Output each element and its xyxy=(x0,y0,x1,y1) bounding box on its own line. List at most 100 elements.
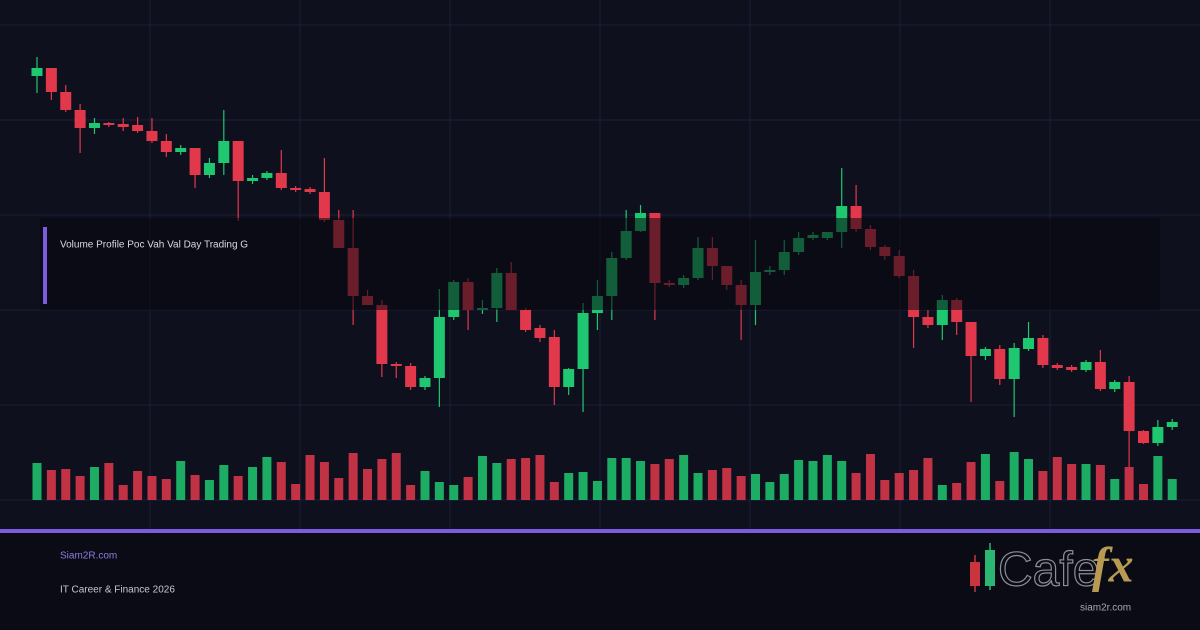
volume-bar xyxy=(722,468,732,500)
volume-bar xyxy=(794,460,804,500)
volume-bar xyxy=(779,474,789,500)
candle-body xyxy=(1123,382,1135,431)
volume-bar xyxy=(176,461,186,500)
volume-bar xyxy=(161,479,171,500)
volume-bar xyxy=(736,476,746,500)
volume-bar xyxy=(262,457,272,500)
volume-bar xyxy=(1095,465,1105,500)
candle-body xyxy=(922,317,934,325)
candle-body xyxy=(965,322,977,356)
candle-body xyxy=(1094,362,1106,389)
banner-title: Volume Profile Poc Vah Val Day Trading G xyxy=(60,240,248,251)
candle-body xyxy=(290,188,302,190)
candle-body xyxy=(275,173,287,188)
candle-body xyxy=(1066,367,1078,370)
volume-bar xyxy=(492,463,502,500)
footer-tagline: IT Career & Finance 2026 xyxy=(60,585,175,596)
logo-icon-candle xyxy=(970,562,980,586)
volume-bar xyxy=(923,458,933,500)
volume-bar xyxy=(1138,484,1148,500)
candle-body xyxy=(304,189,316,192)
candle-body xyxy=(1152,427,1164,443)
volume-bar xyxy=(607,458,617,500)
volume-bar xyxy=(564,473,574,500)
volume-bar xyxy=(248,467,258,500)
candle-body xyxy=(1037,338,1049,365)
volume-bar xyxy=(377,459,387,500)
volume-bar xyxy=(1167,479,1177,500)
volume-bar xyxy=(104,463,114,500)
volume-bar xyxy=(952,483,962,500)
candle-body xyxy=(1023,338,1035,349)
volume-bar xyxy=(865,454,875,500)
candle-body xyxy=(548,337,560,387)
volume-bar xyxy=(966,462,976,500)
volume-bar xyxy=(980,454,990,500)
volume-bar xyxy=(995,481,1005,500)
volume-bar xyxy=(319,462,329,500)
volume-bar xyxy=(765,482,775,500)
candle-body xyxy=(1008,348,1020,379)
volume-bar xyxy=(851,473,861,500)
volume-bar xyxy=(147,476,157,500)
volume-bar xyxy=(1009,452,1019,500)
candle-body xyxy=(577,313,589,369)
volume-bar xyxy=(521,458,531,500)
candle-body xyxy=(189,148,201,175)
candle-body xyxy=(936,300,948,325)
logo-accent: fx xyxy=(1092,536,1134,592)
volume-bar xyxy=(1052,457,1062,500)
volume-bar xyxy=(233,476,243,500)
volume-bar xyxy=(751,474,760,500)
candle-body xyxy=(419,378,431,387)
volume-bar xyxy=(549,482,559,500)
volume-bar xyxy=(837,461,847,500)
candle-body xyxy=(390,364,402,366)
candle-body xyxy=(45,68,57,92)
candle-body xyxy=(146,131,158,141)
volume-bar xyxy=(880,480,890,500)
volume-bar xyxy=(707,470,717,500)
volume-bar xyxy=(477,456,487,500)
logo-text: Cafe xyxy=(998,544,1099,597)
volume-bar xyxy=(894,473,904,500)
volume-bar xyxy=(679,455,689,500)
candle-body xyxy=(534,328,546,338)
volume-bar xyxy=(1067,464,1077,500)
volume-bar xyxy=(406,485,416,500)
candle-body xyxy=(1166,422,1178,427)
candle-body xyxy=(994,349,1006,379)
candle-body xyxy=(850,206,862,229)
volume-bar xyxy=(822,455,832,500)
volume-bar xyxy=(636,461,646,500)
volume-bar xyxy=(621,458,631,500)
candle-body xyxy=(520,310,532,330)
candle-body xyxy=(563,369,575,387)
candle-body xyxy=(1051,365,1063,368)
candle-body xyxy=(74,110,86,128)
volume-bar xyxy=(535,455,545,500)
candle-body xyxy=(232,141,244,181)
title-overlay xyxy=(40,218,1160,310)
volume-bars xyxy=(32,452,1177,500)
logo-icon-candle xyxy=(985,550,995,586)
volume-bar xyxy=(1124,467,1134,500)
volume-bar xyxy=(909,470,919,500)
volume-bar xyxy=(420,471,430,500)
candle-body xyxy=(1109,382,1121,389)
volume-bar xyxy=(61,469,71,500)
volume-bar xyxy=(1024,459,1034,500)
volume-bar xyxy=(449,485,459,500)
volume-bar xyxy=(693,473,703,500)
volume-bar xyxy=(46,470,56,500)
volume-bar xyxy=(204,480,214,500)
volume-bar xyxy=(434,482,444,500)
volume-bar xyxy=(348,453,358,500)
volume-bar xyxy=(650,464,660,500)
volume-bar xyxy=(291,484,301,500)
divider xyxy=(0,529,1200,533)
footer-background xyxy=(0,533,1200,630)
volume-bar xyxy=(808,461,818,500)
candle-body xyxy=(132,125,144,131)
candle-body xyxy=(88,123,100,128)
